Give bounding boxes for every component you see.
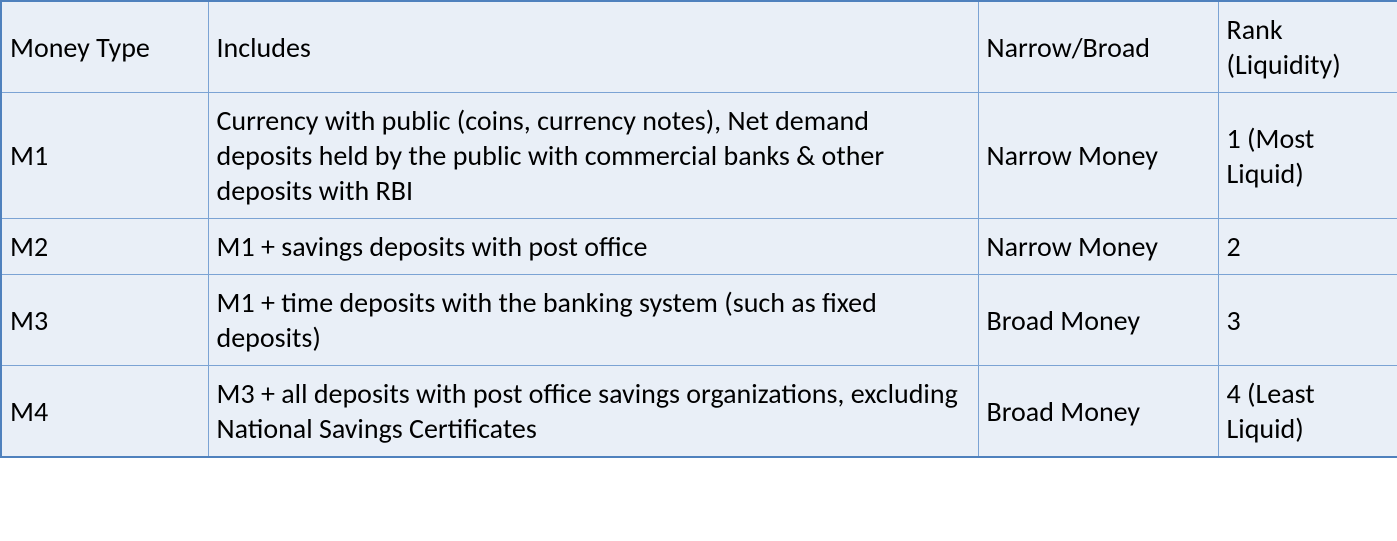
cell-includes: M1 + savings deposits with post office (208, 219, 978, 275)
table-header-row: Money Type Includes Narrow/Broad Rank (L… (1, 1, 1397, 93)
cell-money-type: M1 (1, 93, 208, 219)
header-narrow-broad: Narrow/Broad (978, 1, 1218, 93)
header-includes: Includes (208, 1, 978, 93)
cell-rank: 4 (Least Liquid) (1218, 366, 1397, 458)
table-row: M2 M1 + savings deposits with post offic… (1, 219, 1397, 275)
cell-rank: 3 (1218, 275, 1397, 366)
table-body: Money Type Includes Narrow/Broad Rank (L… (1, 1, 1397, 457)
cell-includes: Currency with public (coins, currency no… (208, 93, 978, 219)
cell-money-type: M4 (1, 366, 208, 458)
table-row: M3 M1 + time deposits with the banking s… (1, 275, 1397, 366)
cell-includes: M3 + all deposits with post office savin… (208, 366, 978, 458)
cell-narrow-broad: Broad Money (978, 275, 1218, 366)
header-rank: Rank (Liquidity) (1218, 1, 1397, 93)
cell-narrow-broad: Narrow Money (978, 93, 1218, 219)
header-money-type: Money Type (1, 1, 208, 93)
money-supply-table: Money Type Includes Narrow/Broad Rank (L… (0, 0, 1397, 458)
cell-money-type: M3 (1, 275, 208, 366)
cell-includes: M1 + time deposits with the banking syst… (208, 275, 978, 366)
table-container: Money Type Includes Narrow/Broad Rank (L… (0, 0, 1397, 458)
cell-rank: 1 (Most Liquid) (1218, 93, 1397, 219)
cell-rank: 2 (1218, 219, 1397, 275)
cell-narrow-broad: Broad Money (978, 366, 1218, 458)
table-row: M1 Currency with public (coins, currency… (1, 93, 1397, 219)
table-row: M4 M3 + all deposits with post office sa… (1, 366, 1397, 458)
cell-money-type: M2 (1, 219, 208, 275)
cell-narrow-broad: Narrow Money (978, 219, 1218, 275)
